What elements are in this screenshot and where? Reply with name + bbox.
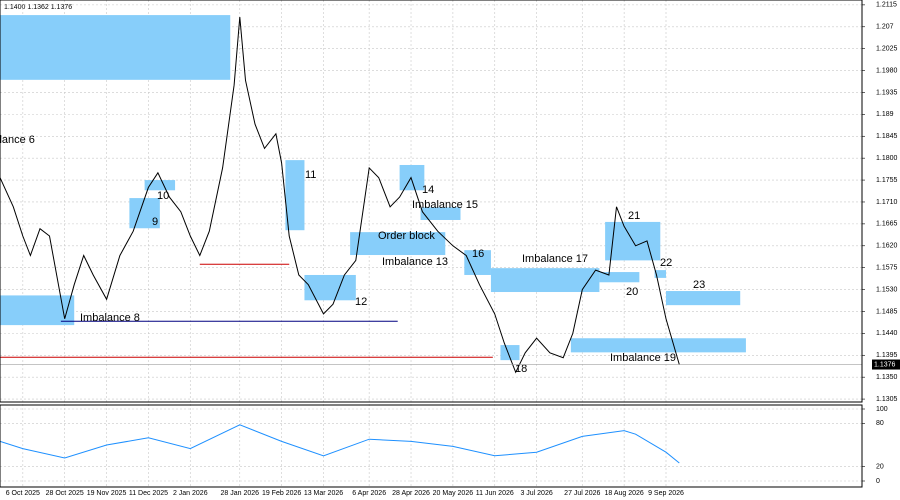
x-tick-label: 28 Apr 2026 [392, 490, 430, 497]
x-tick-label: 19 Feb 2026 [262, 490, 301, 497]
y-tick-label: 1.1305 [876, 396, 898, 403]
y-tick-label: 20 [876, 463, 884, 470]
zone-label: 14 [422, 184, 434, 196]
x-tick-label: 19 Nov 2025 [87, 490, 127, 497]
x-tick-label: 6 Apr 2026 [352, 490, 386, 497]
zone-label: 20 [626, 286, 638, 298]
header: 1.1400 1.1362 1.1376 [4, 4, 72, 11]
zone [599, 272, 640, 283]
y-tick-label: 1.1485 [876, 308, 898, 315]
zone [420, 207, 461, 220]
panel-frame [0, 404, 863, 488]
zone-label: Imbalance 13 [382, 256, 448, 268]
x-tick-label: 20 May 2026 [433, 490, 474, 497]
y-tick-label: 1.1935 [876, 89, 898, 96]
zone [570, 338, 746, 353]
zone-label: 12 [355, 296, 367, 308]
x-tick-label: 28 Oct 2025 [46, 490, 84, 497]
zone-label: 9 [152, 216, 158, 228]
zone [0, 295, 75, 326]
oscillator-line [0, 424, 680, 464]
y-tick-label: 1.2115 [876, 2, 897, 9]
current-price-box [872, 359, 900, 370]
zone-label: Imbalance 17 [522, 253, 588, 265]
zone [350, 232, 446, 256]
x-tick-label: 28 Jan 2026 [220, 490, 259, 497]
zone-label: 16 [472, 248, 484, 260]
zone [666, 291, 741, 306]
zone [490, 268, 600, 293]
zone [464, 250, 491, 275]
y-tick-label: 1.189 [876, 111, 894, 118]
y-tick-label: 1.1620 [876, 243, 898, 250]
zone [399, 164, 425, 191]
zone-label: 21 [628, 210, 640, 222]
x-tick-label: 27 Jul 2026 [564, 490, 600, 497]
y-tick-label: 1.1755 [876, 177, 898, 184]
zone [500, 345, 520, 361]
zone [654, 270, 667, 278]
zone [129, 198, 160, 229]
y-tick-label: 1.2025 [876, 46, 898, 53]
y-tick-label: 1.1395 [876, 352, 898, 359]
zone [304, 274, 356, 301]
price-line [0, 16, 680, 374]
zone-label: 11 [305, 169, 316, 181]
current-price-label: 1.1376 [874, 361, 896, 368]
x-tick-label: 18 Aug 2026 [604, 490, 643, 497]
y-tick-label: 1.1350 [876, 374, 898, 381]
x-tick-label: 11 Jun 2026 [476, 490, 514, 497]
y-tick-label: 100 [876, 406, 888, 413]
zone-label: 22 [660, 257, 672, 269]
zone-label: 18 [515, 363, 527, 375]
zone [285, 160, 305, 231]
zone-label: Imbalance 19 [610, 352, 676, 364]
y-tick-label: 1.1710 [876, 199, 898, 206]
panel-frame [0, 0, 863, 403]
y-tick-label: 0 [876, 478, 880, 485]
y-tick-label: 1.1800 [876, 155, 898, 162]
y-tick-label: 80 [876, 420, 884, 427]
x-tick-label: 13 Mar 2026 [304, 490, 343, 497]
y-tick-label: 1.1440 [876, 330, 898, 337]
x-tick-label: 2 Jan 2026 [173, 490, 208, 497]
zone-label: 23 [693, 279, 705, 291]
x-tick-label: 6 Oct 2025 [6, 490, 40, 497]
y-tick-label: 1.1980 [876, 67, 898, 74]
y-tick-label: 1.1530 [876, 286, 898, 293]
y-tick-label: 1.1845 [876, 133, 898, 140]
y-tick-label: 1.1665 [876, 221, 898, 228]
zone-label: Imbalance 8 [80, 312, 140, 324]
zone-label: Imbalance 15 [412, 199, 478, 211]
zone-label: 10 [157, 190, 169, 202]
x-tick-label: 9 Sep 2026 [648, 490, 684, 497]
y-tick-label: 1.207 [876, 24, 894, 31]
y-tick-label: 1.1575 [876, 265, 898, 272]
order-block-label: Order block [378, 230, 435, 242]
zone [144, 180, 176, 191]
x-tick-label: 3 Jul 2026 [520, 490, 552, 497]
x-tick-label: 11 Dec 2025 [129, 490, 168, 497]
zone [0, 15, 231, 80]
zone-label: Imbalance 6 [0, 134, 35, 146]
